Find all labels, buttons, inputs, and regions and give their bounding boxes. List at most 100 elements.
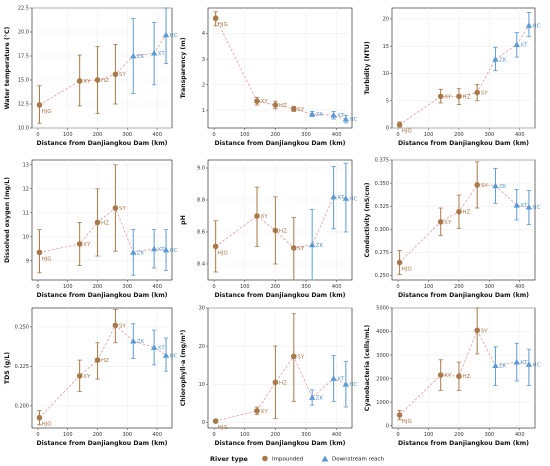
y-tick-label: 9.0 [197,166,205,172]
point-label: SY [119,206,127,212]
panel-frame [31,7,173,129]
data-point-hjg [36,102,43,108]
point-label: HC [532,362,540,368]
data-point-xy [437,219,444,225]
point-label: XT [520,203,528,209]
x-tick-label: 200 [271,132,281,138]
point-label: HJG [41,256,51,262]
x-axis-label: Distance from Danjiangkou Dam (km) [398,440,529,447]
panel-2: 0 100 200 300 400 1 2 3 4 Distance from Danjiangk… [180,7,358,147]
point-label: SY [297,107,305,113]
point-label: HC [349,117,357,123]
data-point-hjg [396,412,403,418]
x-axis-label: Distance from Danjiangkou Dam (km) [37,140,168,147]
y-axis-label: Water temperature (°C) [3,27,11,110]
data-point-sy [474,89,480,96]
x-axis-label: Distance from Danjiangkou Dam (km) [215,292,346,299]
x-tick-label: 200 [454,432,464,438]
point-label: SY [297,354,305,360]
x-tick-label: 100 [63,432,73,438]
data-point-zk [308,394,316,400]
data-point-hjg [212,418,219,424]
data-point-xt [330,375,337,381]
panel-frame [31,159,173,281]
point-label: HC [349,382,357,388]
data-point-hz [456,93,462,100]
data-point-hc [525,361,533,367]
y-tick-label: 2 [202,82,205,88]
point-label: XY [83,242,91,248]
x-tick-label: 400 [332,432,342,438]
x-tick-label: 300 [301,432,311,438]
legend-marker-impounded [262,455,268,462]
x-tick-label: 300 [123,432,133,438]
y-tick-label: 12 [23,187,29,193]
point-label: ZK [499,184,507,190]
x-tick-label: 100 [63,132,73,138]
y-tick-label: 10.0 [18,126,29,132]
data-point-zk [130,249,137,255]
data-point-sy [112,322,119,329]
point-label: HJG [218,425,228,431]
x-tick-label: 0 [213,284,216,290]
y-tick-label: 22.5 [18,6,29,12]
x-tick-label: 0 [36,432,39,438]
point-label: ZK [137,250,145,256]
data-point-zk [492,56,499,62]
data-point-xy [254,408,260,414]
y-tick-label: 10 [383,71,389,77]
point-label: HZ [101,78,109,84]
data-point-hz [94,219,101,226]
data-point-xt [150,344,158,350]
data-point-xt [150,49,158,56]
x-tick-label: 100 [240,432,250,438]
point-label: HJG [402,419,412,425]
y-tick-label: 20.0 [18,30,29,36]
y-tick-label: 20 [383,17,389,23]
y-tick-label: 0 [386,423,389,429]
data-point-xt [330,193,337,200]
data-point-sy [474,327,480,334]
data-point-zk [308,241,316,248]
y-tick-label: 0.225 [15,364,29,370]
panel-1: 0 100 200 300 400 10.0 12.5 15.0 17.5 20.0 22.5 Dis… [3,6,178,147]
y-tick-label: 0.375 [375,158,389,164]
point-label: XY [261,409,269,415]
point-label: HZ [462,374,470,380]
point-label: XY [444,220,452,226]
y-tick-label: 0.300 [375,227,389,233]
x-tick-label: 200 [93,432,103,438]
point-label: HJG [41,422,51,428]
y-tick-label: 0.350 [375,181,389,187]
y-tick-label: 0 [386,126,389,132]
panels: 0 100 200 300 40010.012.515.017.520.022.5Dis… [3,6,541,447]
point-label: XY [83,374,91,380]
point-label: HC [170,248,178,254]
panel-frame [391,307,536,429]
x-tick-label: 200 [271,284,281,290]
point-label: ZK [499,364,507,370]
point-label: HZ [101,220,109,226]
y-tick-label: 15.0 [18,78,29,84]
data-point-sy [112,205,119,211]
y-tick-label: 4000 [376,329,389,335]
panel-4: 0 100 200 300 400 9 10 11 12 13 Distance from Danj… [4,159,178,299]
y-tick-label: 4 [202,31,205,37]
x-tick-label: 400 [152,432,162,438]
panel-frame [31,307,173,429]
point-label: XY [83,79,91,85]
y-axis-label: pH [180,215,187,225]
data-point-hjg [212,243,219,250]
y-axis-label: Conductivity (mS/cm) [364,182,371,257]
point-label: SY [481,183,489,189]
x-tick-label: 0 [396,132,399,138]
x-tick-label: 100 [240,132,250,138]
data-point-hz [94,357,101,363]
panel-3: 0 100 200 300 400 0 5 10 15 20 Distance from Danji… [364,7,541,147]
point-label: HC [532,205,540,211]
panel-6: 0 100 200 300 400 0.250 0.275 0.300 0.325 0.350 0.… [364,158,541,299]
y-tick-label: 30 [199,306,205,312]
y-tick-label: 0.325 [375,204,389,210]
data-point-zk [492,362,499,369]
point-label: SY [481,91,489,97]
